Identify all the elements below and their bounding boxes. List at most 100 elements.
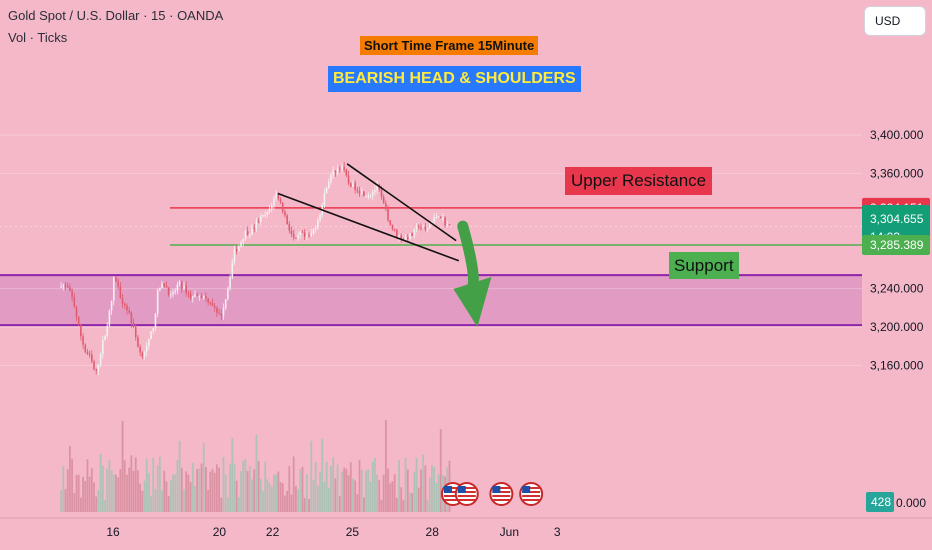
candle-body <box>308 235 310 237</box>
volume-bar <box>69 445 71 512</box>
volume-bar <box>172 474 174 512</box>
flag-part <box>457 499 476 501</box>
volume-bar <box>158 456 161 512</box>
volume-bar <box>240 471 242 512</box>
volume-bar <box>93 482 95 512</box>
candle-body <box>139 346 141 353</box>
candle-body <box>369 195 372 197</box>
candle-body <box>75 306 78 317</box>
time-tick-label: 20 <box>213 525 227 539</box>
us-flag-event-icon[interactable] <box>489 482 514 506</box>
volume-bar <box>297 489 299 512</box>
flag-part <box>457 495 476 497</box>
candle-body <box>270 205 273 209</box>
volume-bar <box>229 463 231 512</box>
candle-body <box>317 220 319 228</box>
volume-bar <box>88 476 91 512</box>
candle-body <box>301 231 304 233</box>
volume-bar <box>145 459 148 512</box>
volume-bar <box>196 468 199 512</box>
volume-bar <box>180 468 183 512</box>
candle-body <box>328 181 330 188</box>
candle-body <box>156 290 159 314</box>
flag-part <box>457 491 476 493</box>
volume-bar <box>266 479 269 512</box>
candle-body <box>222 308 225 316</box>
symbol-title[interactable]: Gold Spot / U.S. Dollar · 15 · OANDA <box>8 8 224 23</box>
volume-bar <box>435 483 438 512</box>
flag-part <box>492 499 511 501</box>
candle-body <box>363 191 365 197</box>
volume-bar <box>255 434 258 512</box>
volume-bar <box>433 466 436 512</box>
volume-bar <box>273 474 275 512</box>
candle-body <box>391 224 394 229</box>
volume-bar <box>191 463 194 512</box>
volume-bar <box>422 454 425 512</box>
volume-bar <box>218 467 221 512</box>
volume-bar <box>391 481 394 512</box>
candle-body <box>262 214 264 217</box>
candle-body <box>281 202 284 212</box>
volume-bar <box>277 471 280 512</box>
currency-selector[interactable]: USD <box>864 6 926 36</box>
time-tick-label: 16 <box>106 525 120 539</box>
volume-bar <box>415 457 418 512</box>
candle-body <box>119 286 122 299</box>
volume-bar <box>295 486 297 512</box>
support-price-text: 3,285.389 <box>870 238 924 252</box>
candle-body <box>312 229 315 234</box>
volume-bar <box>123 460 126 512</box>
volume-bar <box>406 469 409 512</box>
pattern-annotation: BEARISH HEAD & SHOULDERS <box>328 66 581 92</box>
candle-body <box>444 217 446 226</box>
candle-body <box>126 305 128 311</box>
volume-bar <box>200 463 203 512</box>
us-flag-event-icon[interactable] <box>454 482 479 506</box>
demand-zone <box>0 275 862 326</box>
candle-body <box>332 170 335 175</box>
candle-body <box>446 224 449 226</box>
volume-bar <box>413 471 416 512</box>
candle-body <box>244 231 247 239</box>
candle-body <box>82 336 84 345</box>
volume-bar <box>384 419 387 512</box>
volume-bar <box>134 457 137 512</box>
volume-bar <box>174 474 177 512</box>
candle-body <box>407 237 409 240</box>
volume-bar <box>66 469 69 512</box>
volume-bar <box>411 493 414 512</box>
support-annotation: Support <box>669 252 739 279</box>
candle-body <box>253 227 256 229</box>
volume-bar <box>237 497 240 512</box>
flag-part <box>492 486 501 493</box>
volume-bar <box>332 457 335 512</box>
volume-bar <box>389 483 392 512</box>
volume-bar <box>262 491 264 512</box>
candle-body <box>227 288 229 300</box>
candle-body <box>259 216 262 222</box>
candle-body <box>73 297 76 307</box>
volume-bar <box>77 474 80 512</box>
candle-body <box>141 352 144 357</box>
candle-body <box>143 351 146 357</box>
volume-bar <box>205 466 207 512</box>
volume-bar <box>73 493 76 512</box>
volume-bar <box>402 499 405 512</box>
us-flag-event-icon[interactable] <box>519 482 544 506</box>
volume-indicator-label[interactable]: Vol · Ticks <box>8 30 68 45</box>
volume-bar <box>82 476 84 512</box>
candle-body <box>284 211 286 216</box>
candle-body <box>433 217 435 222</box>
flag-part <box>492 495 511 497</box>
candle-body <box>288 224 291 231</box>
candle-body <box>187 292 190 294</box>
flag-part <box>457 487 476 489</box>
volume-bar <box>156 465 159 512</box>
candle-body <box>290 230 293 235</box>
flag-part <box>457 486 466 493</box>
volume-bar <box>264 461 267 512</box>
candle-body <box>251 227 253 235</box>
